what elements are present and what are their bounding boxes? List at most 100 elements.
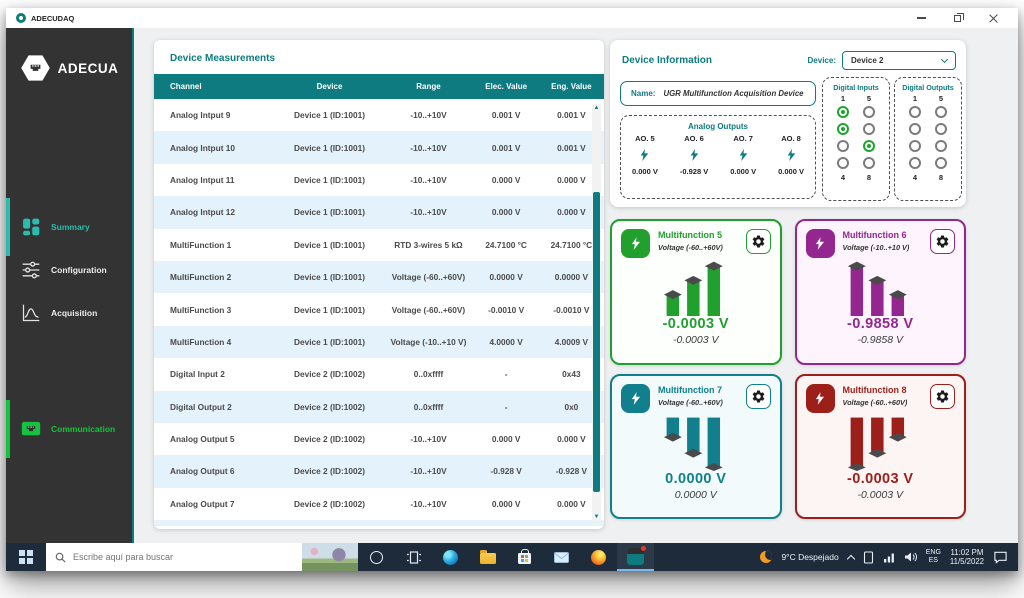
table-cell: MultiFunction 1 (170, 239, 232, 250)
sidebar-item-label: Communication (51, 424, 116, 434)
led-indicator-off (935, 105, 947, 118)
firefox-button[interactable] (580, 543, 617, 571)
gear-icon (752, 390, 764, 402)
gear-icon (936, 390, 949, 402)
card-value: -0.9858 V (847, 316, 914, 332)
clock-widget[interactable]: 11:02 PM 11/5/2022 (950, 548, 984, 567)
table-cell: Device 2 (ID:1002) (293, 401, 366, 412)
table-cell: 0.0000 V (554, 272, 588, 283)
tablet-tray-icon[interactable] (863, 550, 874, 564)
minimize-button[interactable] (917, 17, 926, 19)
scroll-down-arrow[interactable]: ▼ (593, 514, 600, 520)
network-signal-icon[interactable] (883, 551, 895, 563)
mail-button[interactable] (543, 543, 580, 571)
windows-taskbar: 9°C Despejado ENG ES 11:02 PM 11/5/2022 (6, 543, 1018, 571)
table-scrollbar[interactable]: ▲ ▼ (592, 104, 601, 521)
search-daily-image[interactable] (302, 543, 358, 571)
table-cell: 0.000 V (557, 207, 586, 218)
column-header: Range (383, 74, 474, 99)
sidebar-item-label: Acquisition (51, 308, 98, 318)
tray-time: 11:02 PM (950, 547, 984, 557)
device-measurements-panel: Device Measurements Channel Device Range… (154, 40, 604, 529)
language-indicator[interactable]: ENG ES (925, 548, 941, 565)
app-icon (16, 13, 26, 23)
table-row[interactable]: MultiFunction 3 Device 1 (ID:1001) Voltage… (154, 293, 604, 325)
summary-grid-icon (23, 218, 40, 236)
settings-button[interactable] (745, 229, 771, 254)
card-value: 0.0000 V (665, 470, 727, 487)
sidebar-item-communication[interactable]: Communication (6, 400, 132, 458)
taskbar-search[interactable] (46, 543, 358, 571)
table-cell: -10..+10V (410, 110, 447, 121)
edge-button[interactable] (432, 543, 469, 571)
table-cell: 0.000 V (491, 434, 521, 445)
table-cell: 0.000 V (491, 498, 521, 509)
table-row[interactable]: Analog Output 6 Device 2 (ID:1002) -10..+1… (154, 455, 604, 488)
led-indicator-off (837, 156, 849, 169)
analog-output-channel: AO. 6 -0.928 V (680, 134, 708, 176)
table-cell: RTD 3-wires 5 kΩ (394, 239, 463, 250)
table-row[interactable]: Analog Intput 11 Device 1 (ID:1001) -10..+… (154, 164, 604, 196)
led-indicator-off (863, 156, 875, 169)
scroll-up-arrow[interactable]: ▲ (593, 105, 600, 111)
lightning-bolt-icon (739, 149, 747, 161)
table-row[interactable]: Analog Output 5 Device 2 (ID:1002) -10..+1… (154, 423, 604, 455)
start-button[interactable] (6, 543, 46, 571)
led-indicator-on (837, 105, 849, 118)
table-row[interactable]: MultiFunction 4 Device 1 (ID:1001) Voltage… (154, 325, 604, 359)
volume-icon[interactable] (904, 551, 917, 563)
table-row[interactable]: Analog Intput 12 Device 1 (ID:1001) -10..+… (154, 196, 604, 229)
adecudaq-taskbar-button[interactable] (617, 543, 654, 571)
table-row[interactable]: MultiFunction 2 Device 1 (ID:1001) Voltage… (154, 260, 604, 294)
card-range: Voltage (-60..+60V) (658, 397, 723, 407)
table-cell: Device 1 (ID:1001) (293, 142, 366, 153)
device-select-dropdown[interactable]: Device 2 (842, 51, 956, 70)
close-button[interactable] (989, 14, 998, 23)
sidebar-item-summary[interactable]: Summary (6, 198, 132, 256)
gear-icon (936, 235, 949, 248)
weather-widget[interactable]: 9°C Despejado (781, 552, 839, 562)
table-cell: Device 1 (ID:1001) (293, 239, 366, 250)
table-row[interactable]: Digital Input 2 Device 2 (ID:1002) 0..0xff… (154, 358, 604, 390)
analog-output-channel: AO. 7 0.000 V (730, 134, 756, 176)
microsoft-store-icon (518, 548, 531, 564)
table-row[interactable]: Analog Intput 9 Device 1 (ID:1001) -10..+1… (154, 99, 604, 131)
table-cell: -10..+10V (410, 142, 447, 153)
channel-bottom-label: 8 (866, 173, 872, 182)
device-name-field[interactable]: Name: UGR Multifunction Acquisition Devi… (620, 81, 816, 106)
task-view-button[interactable] (395, 543, 432, 571)
table-cell: MultiFunction 4 (170, 336, 232, 347)
table-row[interactable]: Analog Intput 10 Device 1 (ID:1001) -10..+… (154, 131, 604, 164)
microsoft-store-button[interactable] (506, 543, 543, 571)
action-center-icon[interactable] (993, 550, 1008, 564)
table-row[interactable]: MultiFunction 1 Device 1 (ID:1001) RTD 3-w… (154, 229, 604, 261)
device-selected-value: Device 2 (851, 56, 884, 65)
restore-button[interactable] (954, 12, 964, 22)
settings-button[interactable] (930, 383, 955, 409)
card-value: -0.0003 V (662, 316, 729, 332)
lightning-bolt-icon (621, 229, 650, 258)
table-cell: Device 1 (ID:1001) (293, 304, 366, 315)
chevron-down-icon (940, 55, 949, 64)
bar-chart-icon (663, 417, 723, 471)
settings-button[interactable] (745, 383, 771, 409)
cortana-button[interactable] (358, 543, 395, 571)
table-row[interactable]: Analog Output 7 Device 2 (ID:1002) -10..+1… (154, 488, 604, 520)
lightning-bolt-icon (805, 229, 835, 258)
card-sub-value: -0.9858 V (857, 334, 904, 346)
sidebar-item-configuration[interactable]: Configuration (6, 255, 132, 285)
sidebar-item-label: Summary (51, 222, 90, 232)
file-explorer-button[interactable] (469, 543, 506, 571)
table-row[interactable]: Digital Output 2 Device 2 (ID:1002) 0..0xf… (154, 390, 604, 423)
table-cell: - (504, 401, 508, 412)
led-indicator-off (837, 139, 849, 152)
brand-name: ADECUA (57, 60, 119, 76)
mail-icon (554, 551, 569, 563)
sidebar-item-acquisition[interactable]: Acquisition (6, 298, 132, 328)
scrollbar-thumb[interactable] (593, 191, 600, 492)
settings-button[interactable] (930, 229, 955, 254)
card-sub-value: -0.0003 V (672, 334, 719, 346)
search-input[interactable] (73, 552, 295, 562)
hidden-icons-chevron[interactable] (846, 554, 855, 563)
table-cell: Device 1 (ID:1001) (293, 110, 366, 121)
